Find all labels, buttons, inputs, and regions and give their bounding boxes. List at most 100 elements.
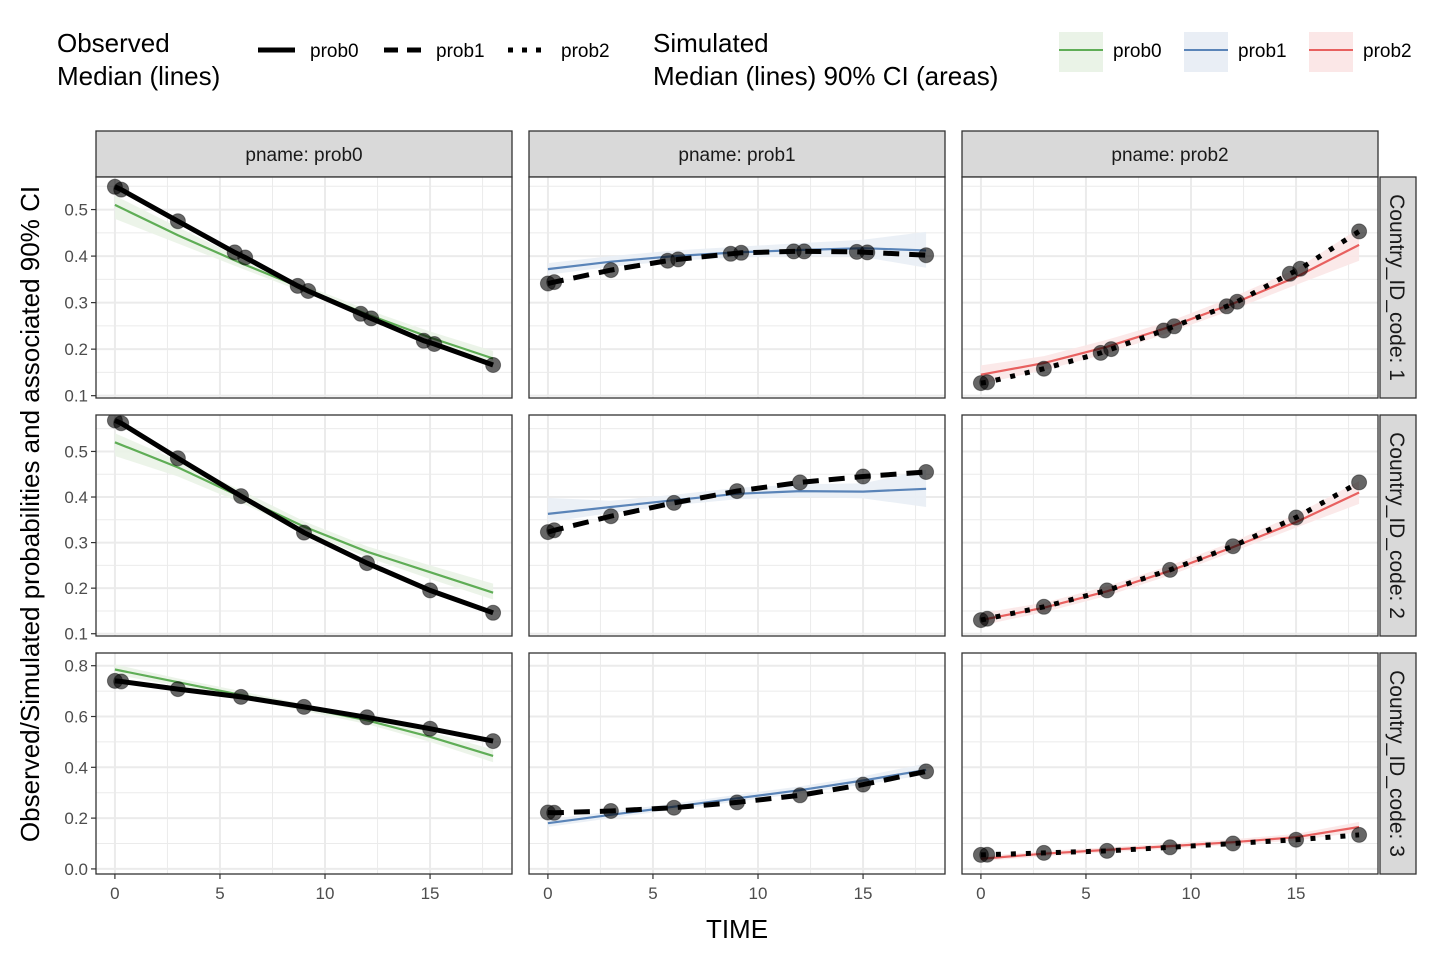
legend-observed-title-line1: Observed	[57, 28, 170, 58]
observed-point	[113, 673, 130, 690]
facet-strip-row-1	[1379, 414, 1417, 637]
panel-background	[529, 415, 945, 636]
panel-border	[95, 176, 513, 399]
observed-point	[485, 604, 502, 621]
observed-point	[1351, 223, 1368, 240]
panel-plot-area	[972, 821, 1368, 863]
legend-simulated-key-bg-prob2	[1309, 32, 1353, 72]
x-tick-label: 5	[215, 884, 224, 903]
observed-point	[113, 181, 130, 198]
observed-point	[918, 464, 935, 480]
observed-point	[1225, 538, 1241, 555]
observed-point	[859, 244, 876, 261]
panel-border	[528, 652, 946, 875]
x-tick-label: 15	[854, 884, 873, 903]
observed-point	[296, 524, 312, 541]
observed-median-line-prob0	[113, 418, 494, 616]
facet-strip-row-0	[1379, 176, 1417, 399]
observed-point	[546, 522, 563, 539]
observed-point	[1035, 598, 1052, 615]
legend-simulated-key-bg-prob0	[1059, 32, 1103, 72]
x-tick-label: 5	[1081, 884, 1090, 903]
panel-border	[528, 176, 946, 399]
legend-simulated: Simulated Median (lines) 90% CI (areas) …	[653, 28, 1412, 91]
y-tick-label: 0.2	[64, 340, 88, 359]
x-tick-label: 0	[976, 884, 985, 903]
y-tick-label: 0.4	[64, 488, 88, 507]
observed-point	[666, 799, 682, 816]
observed-point	[485, 357, 502, 373]
observed-point	[359, 555, 375, 572]
observed-point	[729, 483, 745, 500]
panel-border	[961, 652, 1379, 875]
observed-point	[1099, 582, 1115, 599]
observed-point	[300, 283, 317, 299]
facet-strip-row-2	[1379, 652, 1417, 875]
facet-grid: pname: prob0 pname: prob1 pname: prob2 Coun…	[64, 130, 1417, 903]
observed-point	[855, 776, 872, 793]
x-tick-label: 0	[543, 884, 552, 903]
sim-ci-area-prob0	[114, 195, 494, 366]
sim-ci-area-prob2	[980, 481, 1360, 626]
facet-strip-col-label-0: pname: prob0	[245, 145, 362, 166]
observed-point	[296, 698, 312, 715]
y-tick-label: 0.1	[64, 625, 88, 644]
observed-point	[546, 804, 563, 821]
observed-point	[1099, 842, 1115, 859]
observed-point	[1162, 839, 1178, 856]
panel-r2-c0: 0 5 10 15	[95, 652, 513, 903]
observed-point	[113, 415, 130, 432]
panel-background	[529, 177, 945, 398]
legend-observed-label-prob1: prob1	[436, 41, 485, 62]
y-tick-label: 0.8	[64, 657, 88, 676]
observed-point	[1288, 509, 1305, 526]
observed-point	[169, 450, 186, 467]
panel-border	[95, 652, 513, 875]
observed-median-line-prob1	[547, 469, 927, 535]
y-tick-label: 0.3	[64, 534, 88, 553]
y-tick-label: 0.6	[64, 708, 88, 727]
observed-point	[1103, 341, 1120, 358]
observed-median-line-prob0	[114, 678, 494, 744]
legend-simulated-title-line1: Simulated	[653, 28, 769, 58]
observed-point	[1288, 831, 1305, 848]
panel-background	[962, 415, 1378, 636]
observed-point	[169, 213, 186, 230]
x-tick-label: 5	[648, 884, 657, 903]
y-tick-label: 0.5	[64, 201, 88, 220]
legend-simulated-label-prob1: prob1	[1238, 41, 1287, 62]
legend-simulated-label-prob2: prob2	[1363, 41, 1412, 62]
legend-observed-label-prob2: prob2	[561, 41, 610, 62]
observed-point	[792, 787, 808, 804]
observed-point	[733, 244, 750, 261]
observed-point	[1225, 835, 1241, 852]
observed-point	[546, 274, 563, 291]
x-tick-label: 10	[749, 884, 768, 903]
observed-point	[1166, 318, 1183, 335]
x-tick-label: 10	[316, 884, 335, 903]
panel-background	[529, 653, 945, 874]
observed-point	[796, 243, 813, 260]
observed-point	[485, 733, 502, 750]
observed-point	[363, 310, 380, 327]
observed-point	[422, 720, 439, 737]
observed-point	[792, 474, 808, 491]
panel-r0-c0	[95, 176, 513, 399]
panel-plot-area	[539, 464, 935, 541]
panel-border	[961, 414, 1379, 637]
panel-r0-c1	[528, 176, 946, 399]
observed-point	[1162, 561, 1178, 578]
panel-plot-area	[972, 223, 1368, 392]
x-tick-label: 15	[1287, 884, 1306, 903]
panel-plot-area	[106, 415, 502, 621]
x-axis-title: TIME	[706, 914, 768, 944]
panel-plot-area	[106, 664, 502, 763]
observed-point	[169, 681, 186, 698]
panel-r1-c1	[528, 414, 946, 637]
y-tick-label: 0.1	[64, 387, 88, 406]
observed-point	[359, 709, 375, 726]
observed-point	[1351, 474, 1368, 491]
observed-median-line-prob2	[980, 832, 1360, 858]
observed-point	[979, 846, 996, 863]
